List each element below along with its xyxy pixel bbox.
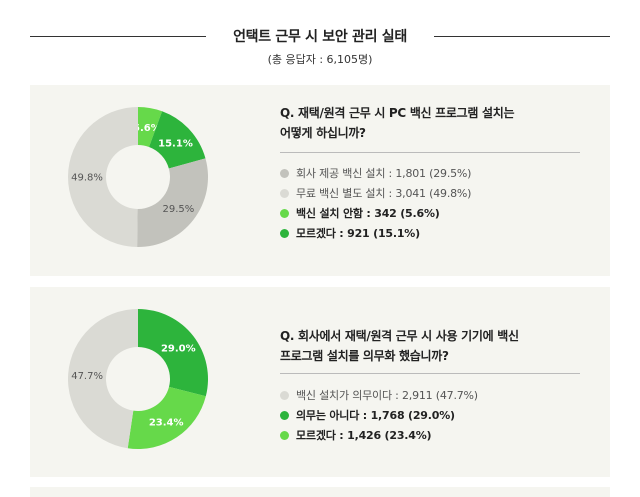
header: 언택트 근무 시 보안 관리 실태 (총 응답자 : 6,105명) bbox=[0, 0, 640, 80]
survey-panel-2: 29.0% 23.4% 47.7% Q. 회사에서 재택/원격 근무 시 사용 기기… bbox=[30, 287, 610, 477]
donut-slice-1-4 bbox=[149, 111, 206, 169]
legend-label: 무료 백신 별도 설치 : 3,041 (49.8%) bbox=[296, 187, 472, 200]
legend-label: 백신 설치가 의무이다 : 2,911 (47.7%) bbox=[296, 389, 478, 402]
donut-label-1-2: 49.8% bbox=[71, 173, 103, 184]
legend-item: 백신 설치가 의무이다 : 2,911 (47.7%) bbox=[280, 386, 600, 406]
question-2: Q. 회사에서 재택/원격 근무 시 사용 기기에 백신 프로그램 설치를 의무… bbox=[280, 326, 580, 366]
legend-item: 의무는 아니다 : 1,768 (29.0%) bbox=[280, 406, 600, 426]
legend-label: 모르겠다 : 921 (15.1%) bbox=[296, 227, 420, 240]
legend-item: 회사 제공 백신 설치 : 1,801 (29.5%) bbox=[280, 164, 600, 184]
legend-dot-icon bbox=[280, 169, 289, 178]
legend-item: 모르겠다 : 921 (15.1%) bbox=[280, 224, 600, 244]
legend-item: 무료 백신 별도 설치 : 3,041 (49.8%) bbox=[280, 184, 600, 204]
donut-slice-1-1 bbox=[137, 158, 208, 248]
donut-label-1-4: 15.1% bbox=[158, 138, 193, 149]
question-2-divider bbox=[280, 373, 580, 374]
survey-panel-1: 5.6% 15.1% 29.5% 49.8% Q. 재택/원격 근무 시 PC 백신 … bbox=[30, 85, 610, 276]
donut-slice-2-1 bbox=[68, 309, 138, 449]
legend-dot-icon bbox=[280, 391, 289, 400]
title-rule-right bbox=[434, 36, 610, 37]
legend-label: 회사 제공 백신 설치 : 1,801 (29.5%) bbox=[296, 167, 472, 180]
question-2-line-1: Q. 회사에서 재택/원격 근무 시 사용 기기에 백신 bbox=[280, 329, 519, 343]
question-1: Q. 재택/원격 근무 시 PC 백신 프로그램 설치는 어떻게 하십니까? bbox=[280, 103, 580, 143]
donut-label-2-2: 29.0% bbox=[161, 344, 196, 355]
survey-panel-3-partial bbox=[30, 487, 610, 497]
donut-label-1-3: 5.6% bbox=[133, 123, 161, 134]
question-1-line-1: Q. 재택/원격 근무 시 PC 백신 프로그램 설치는 bbox=[280, 106, 515, 120]
question-1-line-2: 어떻게 하십니까? bbox=[280, 126, 366, 140]
legend-item: 모르겠다 : 1,426 (23.4%) bbox=[280, 426, 600, 446]
donut-label-1-1: 29.5% bbox=[163, 204, 195, 215]
legend-item: 백신 설치 안함 : 342 (5.6%) bbox=[280, 204, 600, 224]
donut-label-2-1: 47.7% bbox=[71, 371, 103, 382]
page-subtitle: (총 응답자 : 6,105명) bbox=[267, 53, 373, 66]
legend-label: 백신 설치 안함 : 342 (5.6%) bbox=[296, 207, 440, 220]
question-1-divider bbox=[280, 152, 580, 153]
donut-label-2-3: 23.4% bbox=[149, 418, 184, 429]
donut-slice-2-3 bbox=[127, 386, 206, 449]
donut-chart-2: 29.0% 23.4% 47.7% bbox=[68, 309, 209, 449]
legend-dot-icon bbox=[280, 189, 289, 198]
legend-label: 모르겠다 : 1,426 (23.4%) bbox=[296, 429, 432, 442]
legend-2: 백신 설치가 의무이다 : 2,911 (47.7%) 의무는 아니다 : 1,7… bbox=[280, 386, 600, 446]
donut-slice-1-2 bbox=[68, 107, 138, 247]
legend-dot-icon bbox=[280, 411, 289, 420]
question-2-line-2: 프로그램 설치를 의무화 했습니까? bbox=[280, 349, 449, 363]
donut-slice-1-3 bbox=[138, 107, 163, 147]
title-rule-left bbox=[30, 36, 206, 37]
legend-label: 의무는 아니다 : 1,768 (29.0%) bbox=[296, 409, 455, 422]
donut-slice-2-2 bbox=[138, 309, 209, 397]
legend-dot-icon bbox=[280, 209, 289, 218]
legend-1: 회사 제공 백신 설치 : 1,801 (29.5%) 무료 백신 별도 설치 :… bbox=[280, 164, 600, 244]
donut-chart-1: 5.6% 15.1% 29.5% 49.8% bbox=[68, 107, 208, 248]
legend-dot-icon bbox=[280, 431, 289, 440]
legend-dot-icon bbox=[280, 229, 289, 238]
page-title: 언택트 근무 시 보안 관리 실태 bbox=[233, 29, 407, 45]
